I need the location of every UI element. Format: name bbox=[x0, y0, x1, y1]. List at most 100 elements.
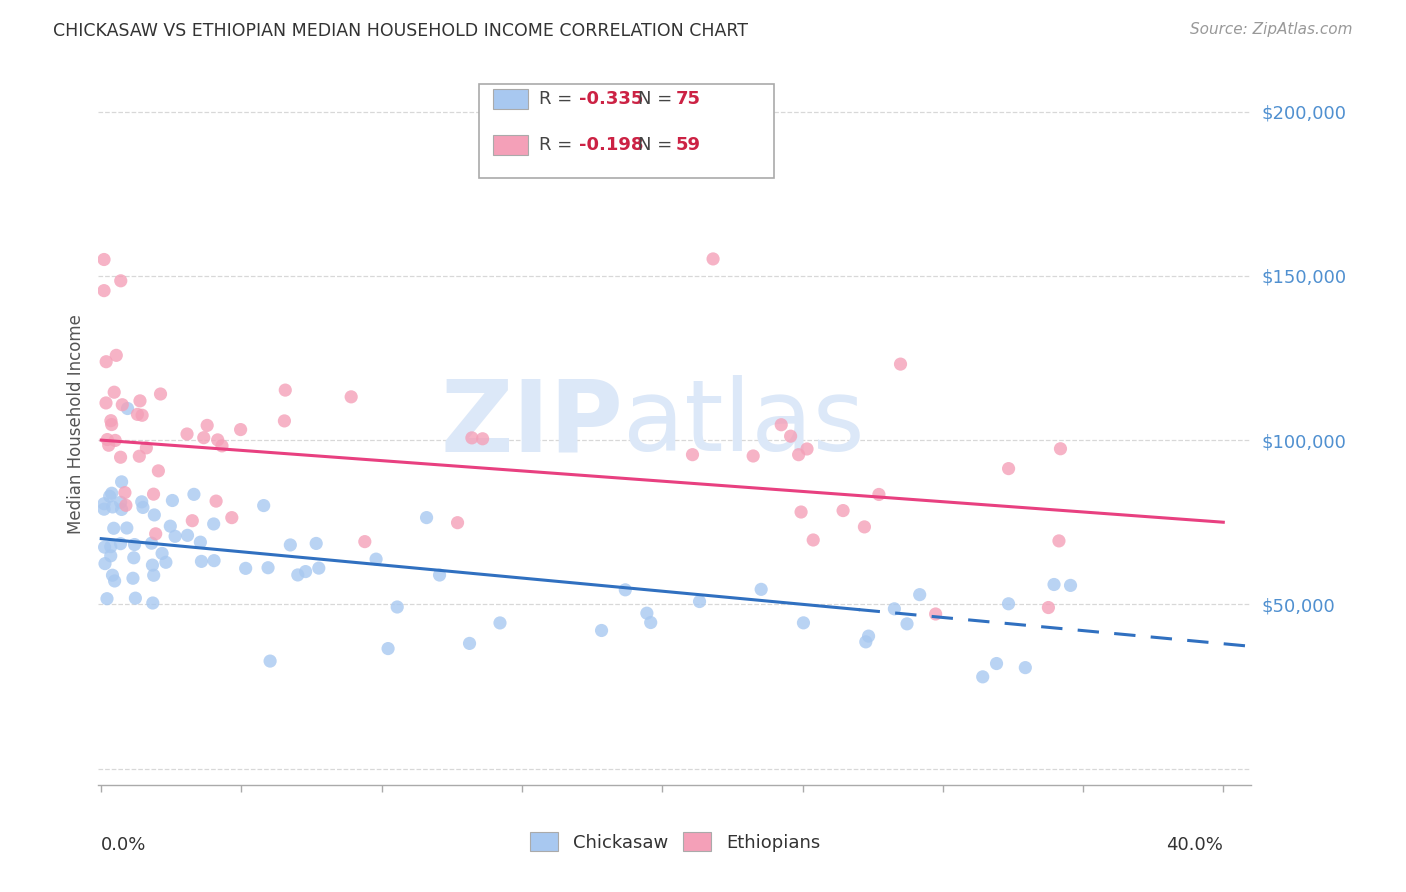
Point bbox=[682, 448, 704, 462]
Point bbox=[702, 252, 724, 266]
Point bbox=[132, 500, 155, 515]
Point bbox=[205, 494, 228, 508]
Point bbox=[110, 450, 132, 465]
Point bbox=[111, 398, 134, 412]
Point bbox=[93, 540, 115, 554]
Point bbox=[148, 464, 170, 478]
Text: -0.335: -0.335 bbox=[579, 89, 643, 108]
Point bbox=[364, 552, 387, 566]
Point bbox=[1049, 442, 1071, 456]
Point bbox=[832, 503, 855, 517]
Point bbox=[190, 535, 212, 549]
Text: ZIP: ZIP bbox=[440, 376, 623, 472]
Point bbox=[131, 495, 153, 509]
Point bbox=[1038, 600, 1060, 615]
Point bbox=[183, 487, 205, 501]
Point bbox=[868, 487, 890, 501]
Point bbox=[93, 284, 115, 298]
Point bbox=[591, 624, 613, 638]
Point bbox=[131, 409, 153, 423]
Point bbox=[489, 615, 512, 630]
Point bbox=[1059, 578, 1081, 592]
Point bbox=[790, 505, 813, 519]
Point bbox=[235, 561, 257, 575]
Point bbox=[129, 393, 152, 408]
Point bbox=[997, 597, 1019, 611]
Point bbox=[101, 500, 124, 514]
Point bbox=[127, 408, 149, 422]
Point bbox=[93, 252, 115, 267]
Point bbox=[997, 461, 1019, 475]
Point bbox=[858, 629, 880, 643]
Point bbox=[110, 475, 132, 489]
Text: 40.0%: 40.0% bbox=[1167, 836, 1223, 854]
Point bbox=[176, 528, 198, 542]
Text: 59: 59 bbox=[676, 136, 700, 154]
Point bbox=[278, 538, 301, 552]
Point bbox=[105, 348, 128, 362]
Point bbox=[135, 441, 157, 455]
Point bbox=[273, 414, 295, 428]
Point bbox=[104, 434, 127, 448]
Point bbox=[458, 636, 481, 650]
Point bbox=[103, 385, 125, 400]
Point bbox=[801, 533, 824, 547]
Text: N =: N = bbox=[638, 136, 678, 154]
Point bbox=[202, 554, 225, 568]
Point bbox=[110, 495, 132, 509]
Point bbox=[229, 423, 252, 437]
Point bbox=[377, 641, 399, 656]
Point bbox=[889, 357, 911, 371]
Point bbox=[207, 433, 229, 447]
Point bbox=[471, 432, 494, 446]
Point bbox=[853, 520, 876, 534]
Point bbox=[340, 390, 363, 404]
Point bbox=[796, 442, 818, 456]
Point bbox=[221, 510, 243, 524]
Point bbox=[94, 557, 117, 571]
Point bbox=[165, 529, 187, 543]
Point bbox=[190, 554, 212, 568]
Point bbox=[972, 670, 994, 684]
Point bbox=[124, 537, 146, 551]
Point bbox=[742, 449, 765, 463]
Point bbox=[93, 497, 115, 511]
Point bbox=[142, 596, 165, 610]
Legend: Chickasaw, Ethiopians: Chickasaw, Ethiopians bbox=[523, 825, 827, 859]
Point bbox=[176, 427, 198, 442]
Point bbox=[141, 558, 163, 573]
Point bbox=[195, 418, 218, 433]
Point bbox=[640, 615, 662, 630]
Point bbox=[1047, 533, 1070, 548]
Point bbox=[181, 514, 204, 528]
Text: 75: 75 bbox=[676, 89, 700, 108]
Point bbox=[257, 560, 280, 574]
Point bbox=[353, 534, 375, 549]
Text: 0.0%: 0.0% bbox=[101, 836, 146, 854]
Point bbox=[896, 616, 918, 631]
Point bbox=[908, 588, 931, 602]
Text: -0.198: -0.198 bbox=[579, 136, 643, 154]
Point bbox=[142, 568, 165, 582]
Point bbox=[155, 555, 177, 569]
Point bbox=[115, 521, 138, 535]
Point bbox=[110, 274, 132, 288]
Y-axis label: Median Household Income: Median Household Income bbox=[66, 314, 84, 533]
Point bbox=[98, 489, 121, 503]
Point bbox=[97, 438, 120, 452]
Point bbox=[149, 387, 172, 401]
Point bbox=[883, 602, 905, 616]
Point bbox=[287, 568, 309, 582]
Point bbox=[636, 606, 658, 620]
Point bbox=[415, 510, 437, 524]
Point bbox=[150, 546, 173, 560]
Point bbox=[1014, 660, 1036, 674]
Point bbox=[274, 383, 297, 397]
Point bbox=[308, 561, 330, 575]
Point bbox=[115, 498, 138, 512]
Point bbox=[122, 571, 145, 585]
Point bbox=[114, 485, 136, 500]
Point bbox=[259, 654, 281, 668]
Point bbox=[94, 396, 117, 410]
Point bbox=[689, 594, 711, 608]
